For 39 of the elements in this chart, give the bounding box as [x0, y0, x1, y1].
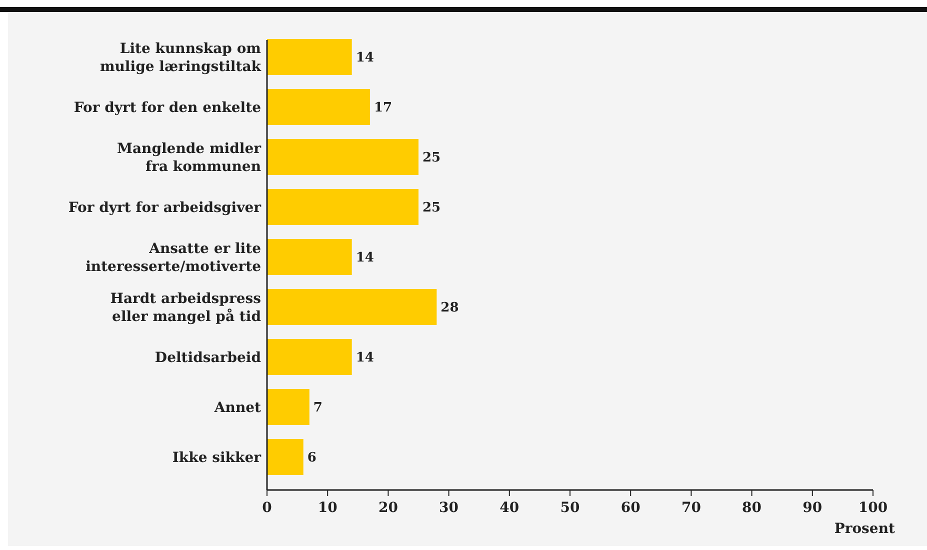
bar — [267, 289, 437, 325]
x-axis-title: Prosent — [834, 521, 896, 537]
x-tick-label: 0 — [262, 500, 272, 516]
data-label: 7 — [313, 400, 322, 416]
y-tick-label: Manglende midler fra kommunen — [116, 140, 262, 175]
data-label: 6 — [307, 450, 316, 466]
bar — [267, 339, 352, 375]
x-tick-label: 20 — [378, 500, 398, 516]
data-label: 25 — [422, 200, 441, 216]
y-tick-label: For dyrt for den enkelte — [74, 100, 262, 116]
x-tick-label: 30 — [439, 500, 459, 516]
data-label: 25 — [422, 150, 441, 166]
bar — [267, 239, 352, 275]
y-tick-label: Deltidsarbeid — [154, 350, 262, 366]
x-tick-label: 80 — [742, 500, 762, 516]
x-tick-label: 10 — [318, 500, 338, 516]
bar — [267, 189, 418, 225]
bar — [267, 439, 304, 475]
y-tick-label: Lite kunnskap om mulige læringstiltak — [100, 40, 262, 75]
x-tick-label: 90 — [802, 500, 822, 516]
x-tick-label: 40 — [500, 500, 520, 516]
x-tick-label: 100 — [858, 500, 888, 516]
x-tick-label: 50 — [560, 500, 580, 516]
y-tick-label: For dyrt for arbeidsgiver — [68, 200, 262, 216]
data-label: 17 — [374, 100, 392, 116]
bar — [267, 89, 370, 125]
x-tick-label: 70 — [681, 500, 702, 516]
data-label: 14 — [356, 350, 374, 366]
data-label: 28 — [440, 300, 459, 316]
y-tick-label: Annet — [213, 400, 262, 416]
bar — [267, 39, 352, 75]
bar — [267, 389, 310, 425]
y-tick-label: Hardt arbeidspress eller mangel på tid — [110, 290, 262, 325]
y-tick-label: Ansatte er lite interesserte/motiverte — [86, 240, 262, 275]
x-tick-label: 60 — [620, 500, 641, 516]
bar — [267, 139, 418, 175]
data-label: 14 — [356, 50, 374, 66]
y-tick-label: Ikke sikker — [172, 450, 262, 466]
data-label: 14 — [356, 250, 374, 266]
